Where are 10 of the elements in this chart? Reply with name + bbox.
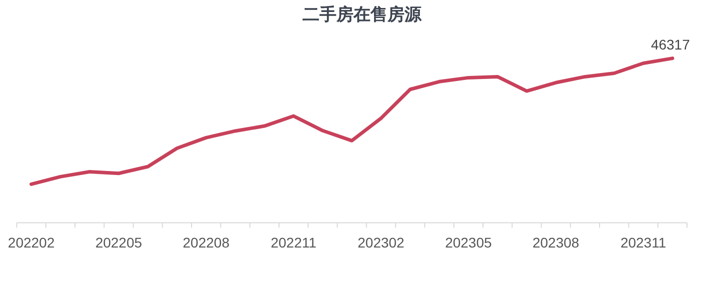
x-tick-label: 202305 [445,234,492,251]
x-tick-label: 202202 [8,234,55,251]
x-tick-label: 202311 [620,234,666,251]
chart-title: 二手房在售房源 [302,5,422,24]
x-tick-label: 202211 [270,234,317,251]
x-tick-label: 202308 [532,234,580,251]
x-tick-label: 202302 [358,234,405,251]
x-tick-label: 202205 [95,234,142,251]
x-tick-label: 202208 [182,234,230,251]
text: 46317 [650,36,690,52]
